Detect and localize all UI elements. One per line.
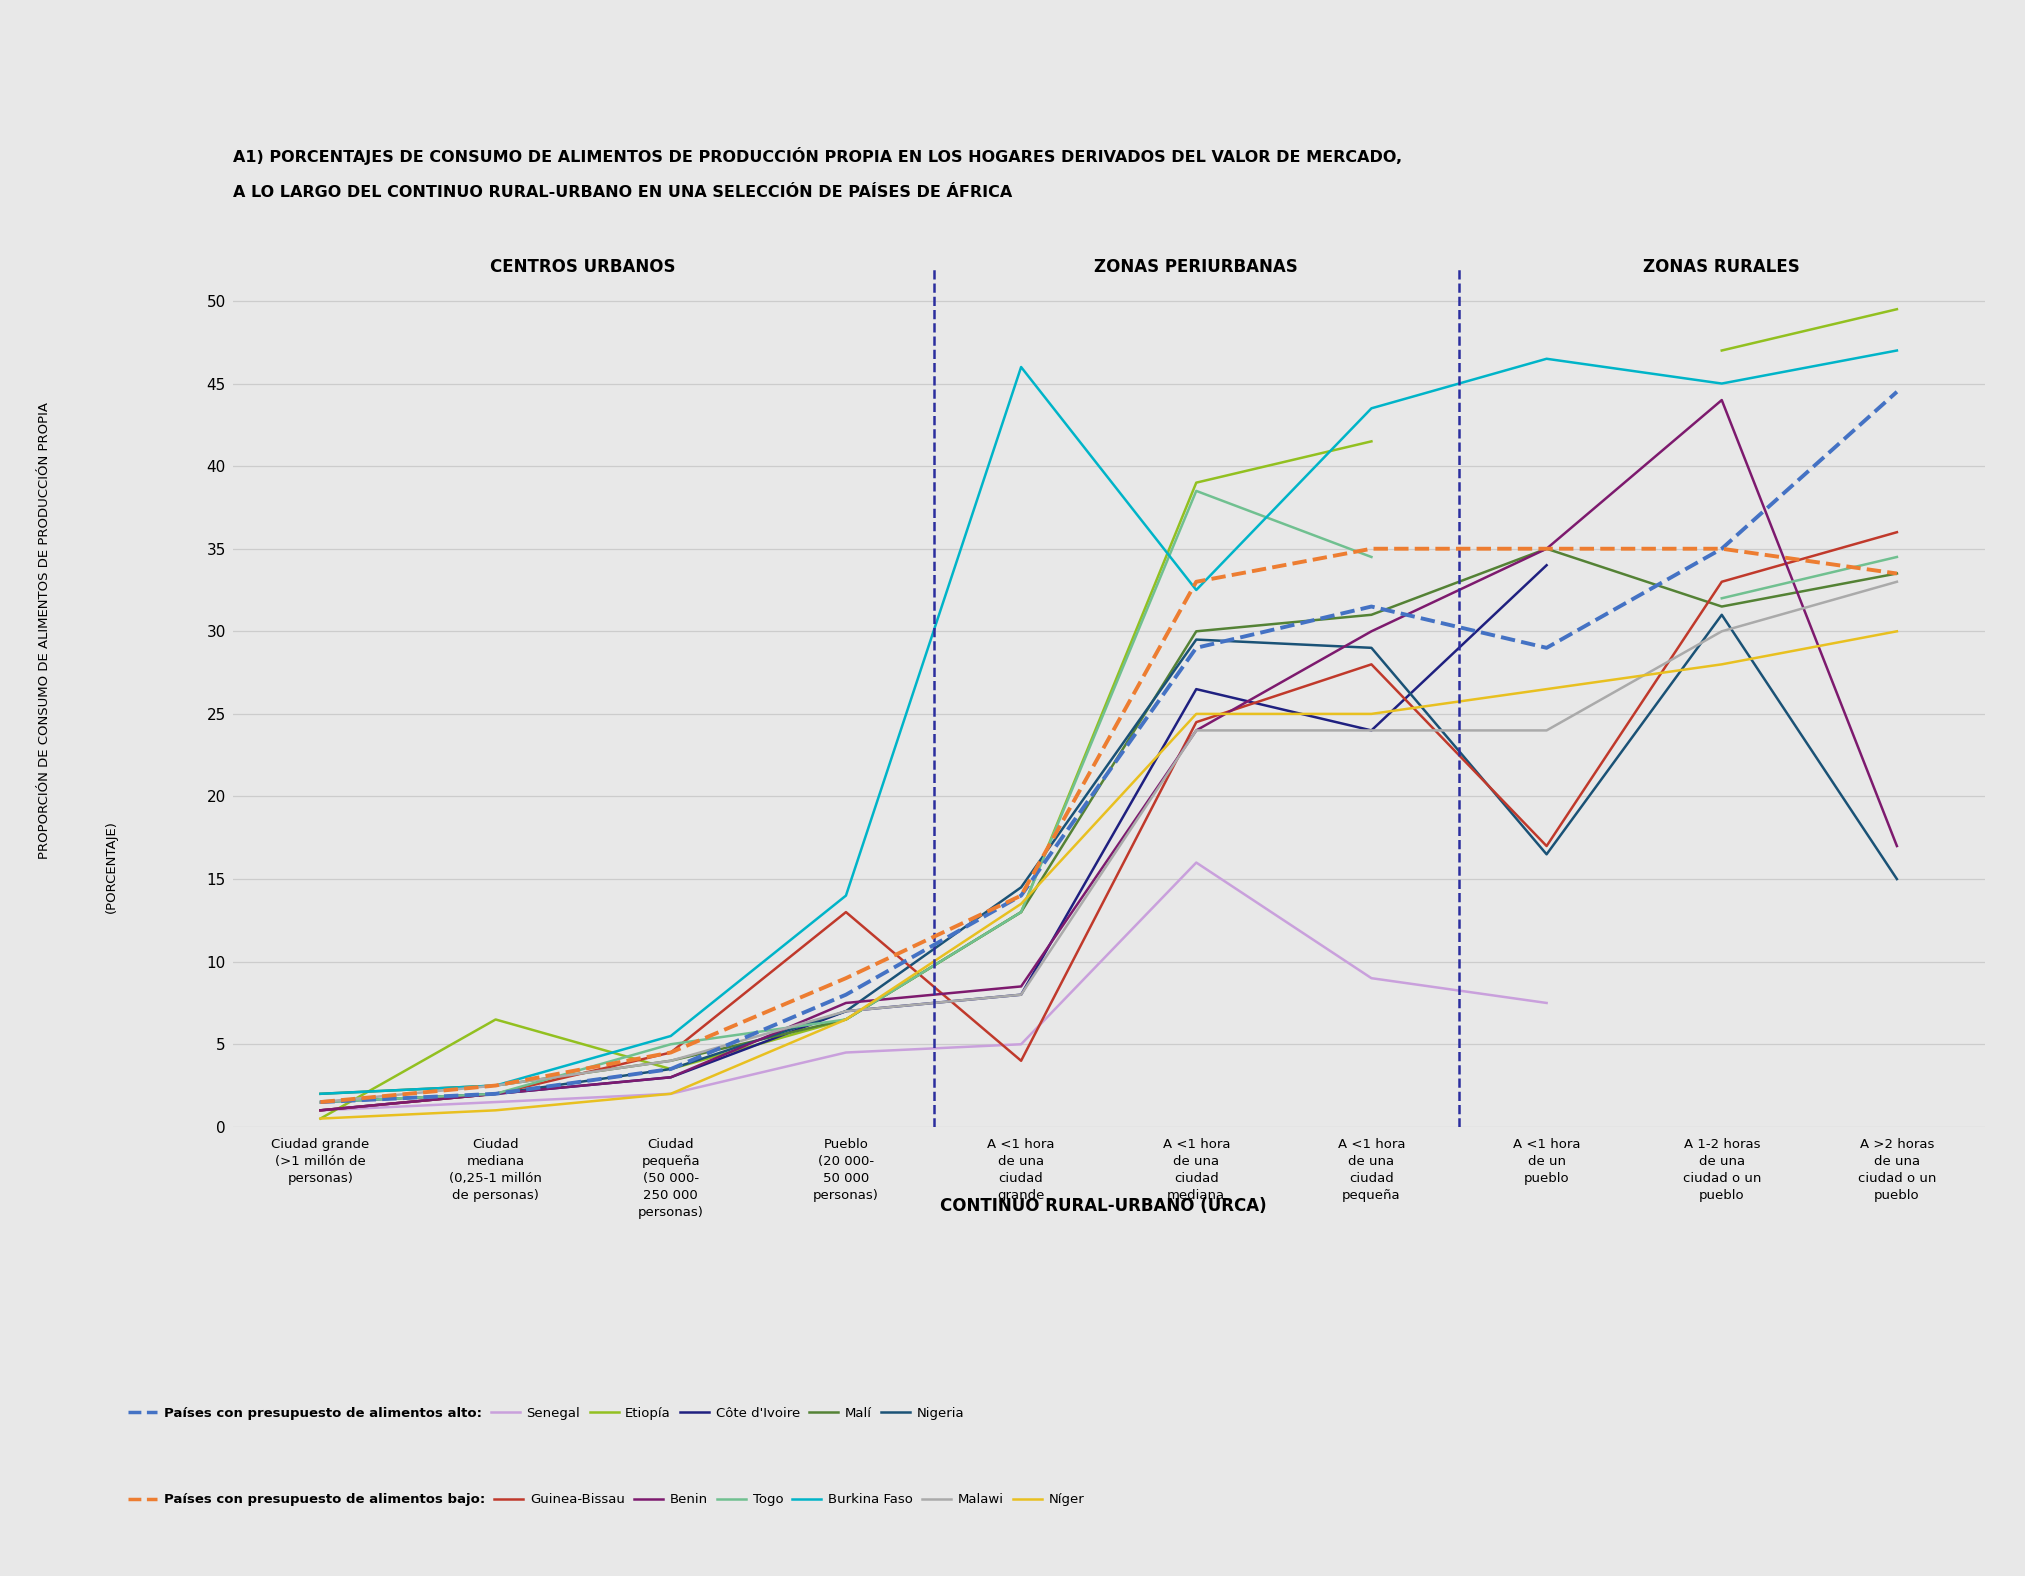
Legend: Países con presupuesto de alimentos alto:, Senegal, Etiopía, Côte d'Ivoire, Malí: Países con presupuesto de alimentos alto… [128, 1407, 964, 1420]
Text: CENTROS URBANOS: CENTROS URBANOS [490, 258, 676, 276]
Text: A1) PORCENTAJES DE CONSUMO DE ALIMENTOS DE PRODUCCIÓN PROPIA EN LOS HOGARES DERI: A1) PORCENTAJES DE CONSUMO DE ALIMENTOS … [233, 148, 1401, 165]
Text: ZONAS RURALES: ZONAS RURALES [1644, 258, 1800, 276]
Text: (PORCENTAJE): (PORCENTAJE) [105, 821, 117, 913]
Text: CONTINUO RURAL-URBANO (URCA): CONTINUO RURAL-URBANO (URCA) [940, 1196, 1268, 1215]
Text: PROPORCIÓN DE CONSUMO DE ALIMENTOS DE PRODUCCIÓN PROPIA: PROPORCIÓN DE CONSUMO DE ALIMENTOS DE PR… [38, 402, 51, 859]
Legend: Países con presupuesto de alimentos bajo:, Guinea-Bissau, Benin, Togo, Burkina F: Países con presupuesto de alimentos bajo… [128, 1494, 1085, 1507]
Text: ZONAS PERIURBANAS: ZONAS PERIURBANAS [1094, 258, 1298, 276]
Text: A LO LARGO DEL CONTINUO RURAL-URBANO EN UNA SELECCIÓN DE PAÍSES DE ÁFRICA: A LO LARGO DEL CONTINUO RURAL-URBANO EN … [233, 184, 1012, 200]
